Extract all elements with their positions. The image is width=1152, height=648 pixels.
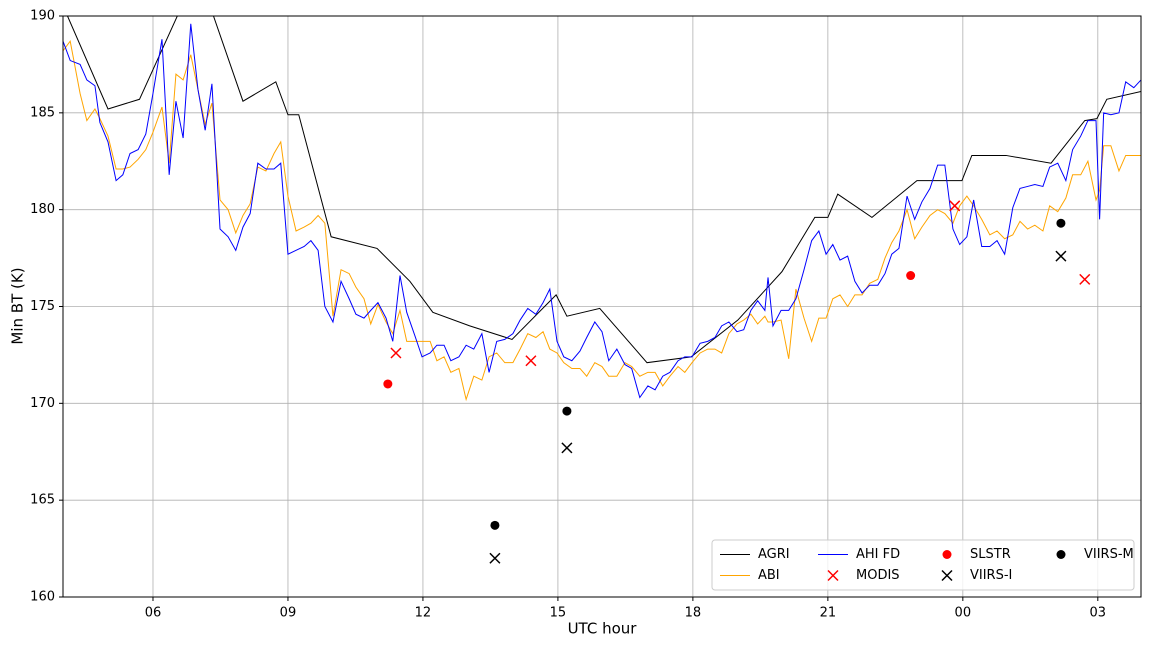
x-axis-label: UTC hour: [568, 620, 638, 638]
x-tick-label: 21: [820, 606, 837, 621]
legend: AGRI ABI AHI FD MODIS SLSTR VIIRS-I VIIRS-M: [711, 539, 1135, 591]
x-marker: [1079, 273, 1091, 285]
y-axis-label: Min BT (K): [9, 267, 27, 344]
dot-marker: [383, 379, 393, 389]
plot-area: [63, 16, 1141, 564]
axes: 160 165 170 175 180 185 190 06 09 12 15 18 21 00 03: [30, 9, 1106, 621]
grid: [63, 15, 1141, 598]
dot-marker: [490, 520, 500, 530]
legend-label: AHI FD: [856, 547, 900, 562]
legend-label: AGRI: [758, 547, 790, 562]
x-tick-label: 03: [1090, 606, 1107, 621]
x-tick-label: 18: [685, 606, 702, 621]
legend-swatch: [941, 569, 953, 582]
x-tick-label: 12: [415, 606, 432, 621]
legend-label: ABI: [758, 568, 780, 583]
legend-label: SLSTR: [970, 547, 1011, 562]
legend-box: [711, 539, 1135, 591]
y-tick-label: 175: [30, 299, 55, 314]
x-tick-label: 06: [145, 606, 162, 621]
y-tick-label: 190: [30, 9, 55, 24]
x-marker: [1055, 250, 1067, 262]
dot-marker: [906, 271, 916, 281]
legend-label: MODIS: [856, 568, 900, 583]
series-line: [63, 39, 1141, 402]
dot-marker: [562, 406, 572, 416]
y-tick-label: 180: [30, 202, 55, 217]
x-tick-label: 09: [280, 606, 297, 621]
legend-swatch: [1056, 550, 1066, 559]
x-tick-label: 00: [955, 606, 972, 621]
y-tick-label: 170: [30, 396, 55, 411]
series-line: [63, 23, 1141, 399]
x-marker: [489, 552, 501, 564]
legend-label: VIIRS-I: [970, 568, 1012, 583]
legend-label: VIIRS-M: [1084, 547, 1134, 562]
x-marker: [949, 200, 961, 212]
dot-marker: [1056, 218, 1066, 228]
legend-swatch: [827, 569, 839, 582]
x-tick-label: 15: [550, 606, 567, 621]
legend-swatch: [942, 550, 952, 559]
y-tick-label: 160: [30, 590, 55, 605]
y-tick-label: 185: [30, 105, 55, 120]
series-line: [67, 16, 1141, 364]
x-marker: [390, 347, 402, 359]
y-tick-label: 165: [30, 493, 55, 508]
x-marker: [525, 355, 537, 367]
x-marker: [561, 442, 573, 454]
